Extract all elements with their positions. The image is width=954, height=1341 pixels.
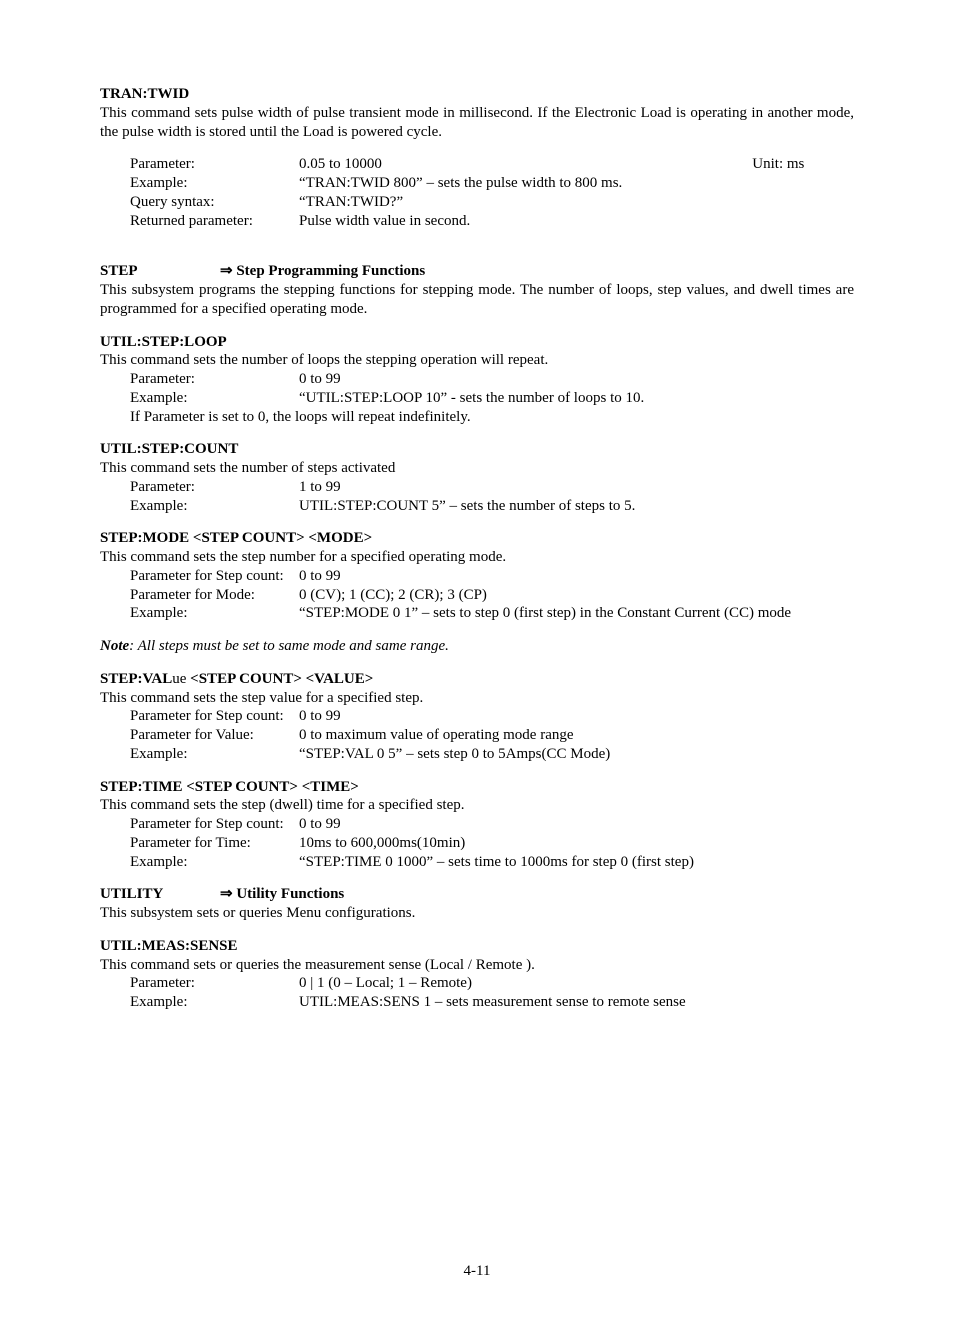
section-util-step-count: UTIL:STEP:COUNT This command sets the nu… — [100, 440, 854, 515]
section-util-step-loop: UTIL:STEP:LOOP This command sets the num… — [100, 333, 854, 427]
query-label: Query syntax: — [130, 193, 299, 212]
section-step-mode: STEP:MODE <STEP COUNT> <MODE> This comma… — [100, 529, 854, 623]
param1-value: 0 to 99 — [299, 815, 694, 834]
return-label: Returned parameter: — [130, 212, 299, 231]
cmd-desc: This command sets the step value for a s… — [100, 689, 854, 708]
extra-line: If Parameter is set to 0, the loops will… — [130, 408, 854, 427]
example-label: Example: — [130, 993, 299, 1012]
section-desc: This subsystem programs the stepping fun… — [100, 281, 854, 319]
note-label: Note — [100, 638, 129, 654]
page-number: 4-11 — [100, 1262, 854, 1281]
param-label: Parameter: — [130, 370, 299, 389]
section-arrow-label: ⇒ Utility Functions — [220, 885, 344, 904]
section-key: STEP — [100, 262, 220, 281]
example-label: Example: — [130, 853, 299, 872]
param2-label: Parameter for Value: — [130, 726, 299, 745]
example-label: Example: — [130, 745, 299, 764]
example-value: “STEP:MODE 0 1” – sets to step 0 (first … — [299, 604, 791, 623]
note-text: : All steps must be set to same mode and… — [129, 638, 449, 654]
param-value: 1 to 99 — [299, 478, 635, 497]
section-tran-twid: TRAN:TWID This command sets pulse width … — [100, 85, 854, 230]
section-label: Utility Functions — [236, 886, 344, 902]
example-value: “STEP:TIME 0 1000” – sets time to 1000ms… — [299, 853, 694, 872]
cmd-title: STEP:MODE <STEP COUNT> <MODE> — [100, 529, 854, 548]
param2-value: 0 (CV); 1 (CC); 2 (CR); 3 (CP) — [299, 586, 791, 605]
example-value: UTIL:STEP:COUNT 5” – sets the number of … — [299, 497, 635, 516]
param-value: 0 to 99 — [299, 370, 644, 389]
section-utility-header: UTILITY ⇒ Utility Functions This subsyst… — [100, 885, 854, 923]
param1-label: Parameter for Step count: — [130, 567, 299, 586]
title-pre: STEP:VAL — [100, 671, 172, 687]
cmd-desc: This command sets pulse width of pulse t… — [100, 104, 854, 142]
section-label: Step Programming Functions — [236, 263, 425, 279]
cmd-title: UTIL:MEAS:SENSE — [100, 937, 854, 956]
return-value: Pulse width value in second. — [299, 212, 622, 231]
param-label: Parameter: — [130, 478, 299, 497]
cmd-title: UTIL:STEP:LOOP — [100, 333, 854, 352]
cmd-desc: This command sets the step number for a … — [100, 548, 854, 567]
section-step-val: STEP:VALue <STEP COUNT> <VALUE> This com… — [100, 670, 854, 764]
param-table: Parameter: 0.05 to 10000 Unit: ms Exampl… — [130, 155, 804, 230]
cmd-title: TRAN:TWID — [100, 85, 854, 104]
example-label: Example: — [130, 389, 299, 408]
param1-value: 0 to 99 — [299, 707, 610, 726]
example-value: “UTIL:STEP:LOOP 10” - sets the number of… — [299, 389, 644, 408]
title-mid: ue — [172, 671, 186, 687]
unit-label: Unit: ms — [622, 155, 804, 174]
section-key: UTILITY — [100, 885, 220, 904]
query-value: “TRAN:TWID?” — [299, 193, 622, 212]
example-value: “TRAN:TWID 800” – sets the pulse width t… — [299, 174, 622, 193]
cmd-desc: This command sets the number of steps ac… — [100, 459, 854, 478]
section-desc: This subsystem sets or queries Menu conf… — [100, 904, 854, 923]
cmd-desc: This command sets the number of loops th… — [100, 351, 854, 370]
param2-value: 0 to maximum value of operating mode ran… — [299, 726, 610, 745]
param1-value: 0 to 99 — [299, 567, 791, 586]
param-value: 0 | 1 (0 – Local; 1 – Remote) — [299, 974, 686, 993]
example-label: Example: — [130, 604, 299, 623]
example-value: “STEP:VAL 0 5” – sets step 0 to 5Amps(CC… — [299, 745, 610, 764]
section-step-time: STEP:TIME <STEP COUNT> <TIME> This comma… — [100, 778, 854, 872]
cmd-title: UTIL:STEP:COUNT — [100, 440, 854, 459]
example-value: UTIL:MEAS:SENS 1 – sets measurement sens… — [299, 993, 686, 1012]
arrow-icon: ⇒ — [220, 886, 233, 902]
param2-label: Parameter for Time: — [130, 834, 299, 853]
arrow-icon: ⇒ — [220, 263, 233, 279]
cmd-title: STEP:VALue <STEP COUNT> <VALUE> — [100, 670, 854, 689]
section-step-header: STEP ⇒ Step Programming Functions This s… — [100, 262, 854, 318]
title-post: <STEP COUNT> <VALUE> — [186, 671, 373, 687]
param1-label: Parameter for Step count: — [130, 815, 299, 834]
section-arrow-label: ⇒ Step Programming Functions — [220, 262, 425, 281]
section-util-meas-sense: UTIL:MEAS:SENSE This command sets or que… — [100, 937, 854, 1012]
example-label: Example: — [130, 174, 299, 193]
param-label: Parameter: — [130, 155, 299, 174]
param2-value: 10ms to 600,000ms(10min) — [299, 834, 694, 853]
example-label: Example: — [130, 497, 299, 516]
cmd-desc: This command sets or queries the measure… — [100, 956, 854, 975]
param1-label: Parameter for Step count: — [130, 707, 299, 726]
cmd-title: STEP:TIME <STEP COUNT> <TIME> — [100, 778, 854, 797]
cmd-desc: This command sets the step (dwell) time … — [100, 796, 854, 815]
param-label: Parameter: — [130, 974, 299, 993]
param2-label: Parameter for Mode: — [130, 586, 299, 605]
note-line: Note: All steps must be set to same mode… — [100, 637, 854, 656]
param-value: 0.05 to 10000 — [299, 155, 622, 174]
